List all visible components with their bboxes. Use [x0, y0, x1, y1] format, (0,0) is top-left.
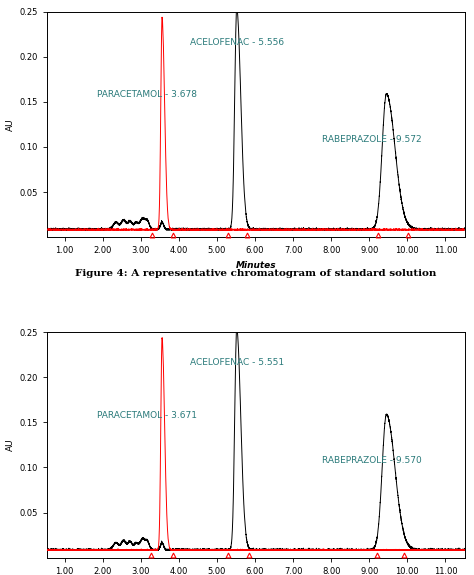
Y-axis label: AU: AU	[5, 439, 14, 451]
Text: PARACETAMOL - 3.671: PARACETAMOL - 3.671	[97, 411, 197, 420]
Text: PARACETAMOL - 3.678: PARACETAMOL - 3.678	[97, 90, 197, 99]
Text: RABEPRAZOLE - 9.570: RABEPRAZOLE - 9.570	[322, 456, 421, 465]
Text: ACELOFENAC - 5.556: ACELOFENAC - 5.556	[190, 38, 284, 47]
X-axis label: Minutes: Minutes	[236, 261, 276, 270]
Y-axis label: AU: AU	[5, 118, 14, 131]
Text: Figure 4: A representative chromatogram of standard solution: Figure 4: A representative chromatogram …	[75, 269, 437, 278]
Text: ACELOFENAC - 5.551: ACELOFENAC - 5.551	[190, 358, 284, 367]
Text: RABEPRAZOLE - 9.572: RABEPRAZOLE - 9.572	[322, 136, 421, 144]
